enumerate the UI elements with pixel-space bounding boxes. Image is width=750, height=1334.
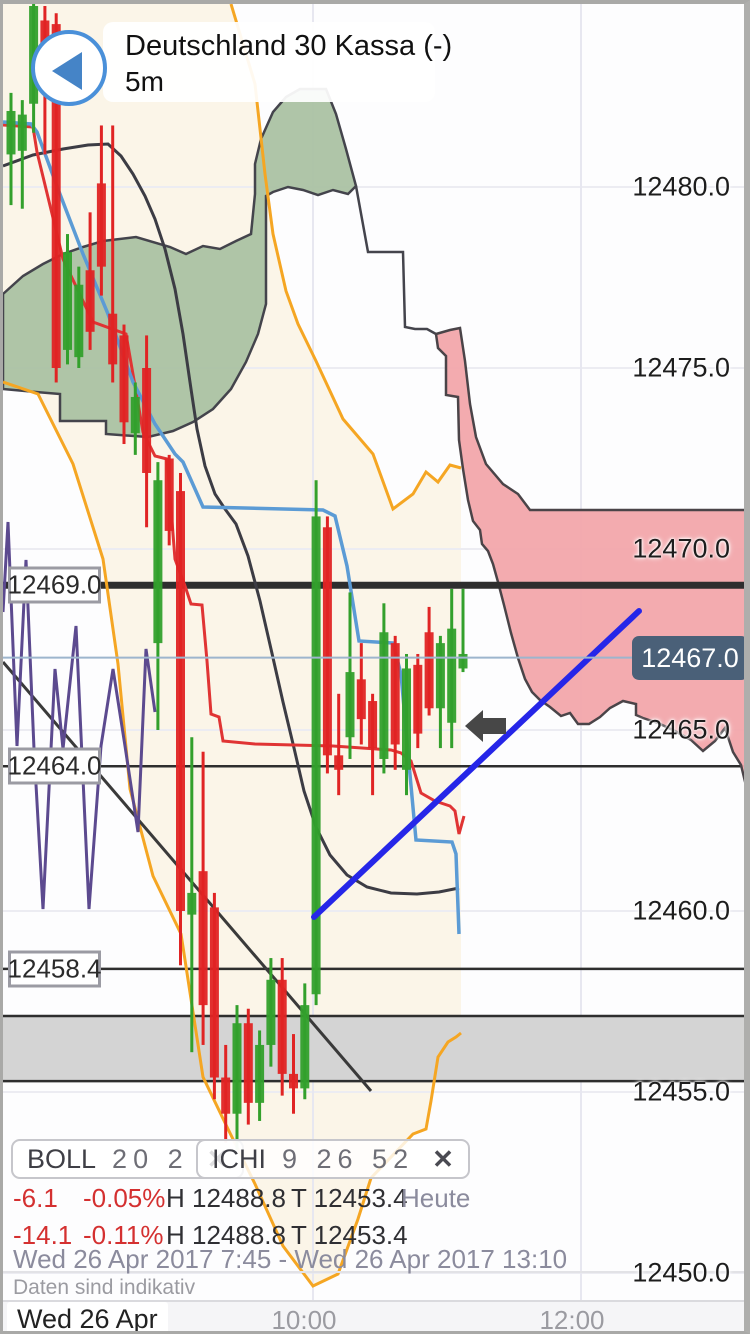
axis-day-label: Wed 26 Apr: [7, 1302, 168, 1331]
candle-body: [85, 270, 95, 332]
candle-body: [379, 632, 389, 759]
dark-ma-line: [3, 142, 460, 896]
candle-body: [413, 664, 423, 734]
candle-body: [368, 701, 378, 749]
stat-low: T 12453.4: [291, 1220, 408, 1250]
disclaimer-text: Daten sind indikativ: [13, 1276, 196, 1299]
candle-body: [243, 1023, 253, 1103]
candle-body: [322, 527, 332, 756]
candle-body: [6, 110, 16, 155]
candle-body: [96, 183, 106, 267]
candle-body: [311, 516, 321, 995]
candle-body: [51, 24, 61, 368]
price-axis-label: 12460.0: [632, 895, 730, 926]
stat-high: H 12488.8: [166, 1183, 286, 1213]
candle-body: [390, 643, 400, 745]
stat-high: H 12488.8: [166, 1220, 286, 1250]
price-axis-label: 12465.0: [632, 714, 730, 745]
candle-body: [334, 755, 344, 770]
candle-wick: [20, 100, 24, 209]
candle-body: [198, 871, 208, 1006]
candle-body: [289, 1073, 298, 1089]
bollinger-lower-line: [3, 380, 462, 1288]
candle-body: [277, 979, 287, 1074]
candle-body: [209, 907, 219, 1078]
stat-change: -14.1: [13, 1220, 73, 1250]
candle-body: [108, 313, 118, 365]
price-axis-label: 12470.0: [632, 533, 730, 564]
indicator-params: 20 2: [112, 1143, 189, 1174]
stat-pct: -0.05%: [83, 1183, 166, 1213]
price-axis-label: 12480.0: [632, 171, 730, 202]
hline-price-label: 12464.0: [8, 747, 102, 785]
candle-body: [402, 668, 411, 770]
time-tick-label: 12:00: [539, 1305, 605, 1334]
gray-zone-band: [3, 1015, 744, 1082]
candle-body: [424, 632, 434, 709]
tenkan-line: [3, 120, 461, 935]
candle-body: [447, 628, 457, 723]
candle-body: [266, 979, 276, 1045]
hline-price-label: 12458.4: [8, 950, 102, 988]
candle-body: [458, 653, 468, 669]
candle-body: [187, 892, 197, 915]
candle-body: [300, 1005, 310, 1089]
candle-wick: [461, 588, 465, 673]
oscillator-line: [3, 521, 157, 910]
indicator-name: BOLL: [27, 1143, 97, 1174]
cloud-span-line: [354, 185, 437, 336]
candle-body: [221, 1077, 231, 1114]
current-price-value: 12467.0: [641, 642, 739, 673]
candle-body: [356, 679, 366, 720]
indicator-chip-ichi[interactable]: ICHI 9 26 52 ✕: [196, 1139, 470, 1179]
back-arrow-icon: [52, 52, 82, 90]
timeframe-label[interactable]: 5m: [125, 66, 164, 97]
price-chart-canvas[interactable]: [3, 4, 750, 1300]
candle-wick: [292, 1034, 295, 1114]
footer-divider: [3, 1271, 744, 1273]
drawn-trendline: [311, 608, 642, 920]
candle-body: [164, 458, 174, 531]
stat-pct: -0.11%: [83, 1220, 164, 1250]
hline-price-label: 12469.0: [8, 566, 102, 604]
stats-date-range: Wed 26 Apr 2017 7:45 - Wed 26 Apr 2017 1…: [13, 1244, 568, 1274]
candle-body: [74, 284, 84, 358]
candle-body: [119, 335, 129, 423]
indicator-params: 9 26 52: [282, 1143, 415, 1174]
price-axis-label: 12475.0: [632, 352, 730, 383]
price-axis-label: 12455.0: [632, 1076, 730, 1107]
candle-body: [142, 368, 152, 473]
candle-body: [255, 1044, 265, 1103]
back-button[interactable]: [31, 30, 107, 106]
price-axis-label: 12450.0: [632, 1257, 730, 1288]
candle-body: [232, 1023, 242, 1114]
candle-body: [176, 491, 185, 911]
left-arrow-annotation: [465, 710, 506, 742]
current-price-badge: 12467.0: [632, 636, 744, 680]
candle-wick: [337, 693, 341, 796]
candle-body: [130, 396, 140, 434]
candle-body: [63, 252, 72, 350]
stat-extra: Heute: [401, 1183, 471, 1213]
stat-change: -6.1: [13, 1183, 58, 1213]
time-tick-label: 10:00: [271, 1305, 337, 1334]
indicator-name: ICHI: [212, 1143, 266, 1174]
candle-body: [435, 643, 445, 709]
candle-wick: [111, 125, 115, 383]
close-icon[interactable]: ✕: [432, 1143, 454, 1174]
candle-body: [17, 114, 27, 151]
bollinger-upper-line: [229, 4, 462, 512]
instrument-header: [103, 22, 435, 102]
stat-low: T 12453.4: [291, 1183, 408, 1213]
instrument-title: Deutschland 30 Kassa (-): [125, 30, 453, 62]
candle-body: [345, 672, 355, 738]
candle-body: [153, 480, 163, 644]
